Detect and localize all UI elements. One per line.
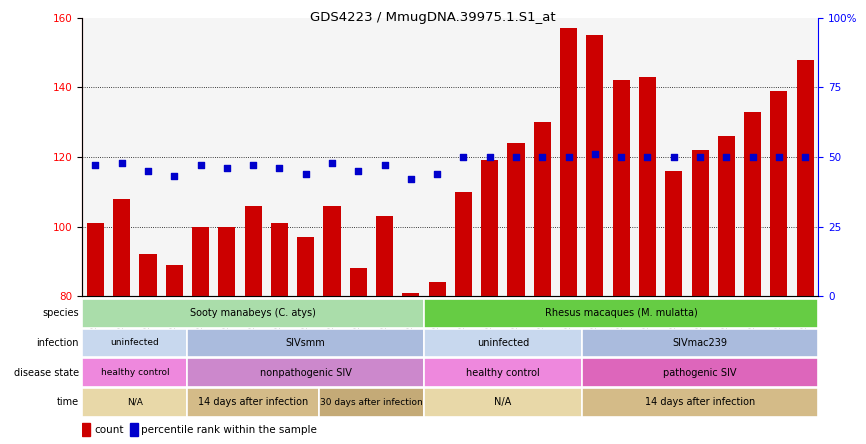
- Bar: [87, 223, 104, 296]
- Bar: [324, 206, 340, 296]
- Point: [167, 173, 181, 180]
- Point: [194, 162, 208, 169]
- Point: [693, 153, 707, 160]
- Point: [535, 153, 549, 160]
- Bar: [82, 388, 187, 417]
- Text: SIVsmm: SIVsmm: [286, 338, 326, 348]
- Bar: [271, 223, 288, 296]
- Point: [430, 170, 444, 177]
- Point: [88, 162, 102, 169]
- Point: [246, 162, 260, 169]
- Text: infection: infection: [36, 338, 79, 348]
- Text: GDS4223 / MmugDNA.39975.1.S1_at: GDS4223 / MmugDNA.39975.1.S1_at: [310, 11, 556, 24]
- Bar: [424, 388, 582, 417]
- Point: [299, 170, 313, 177]
- Bar: [582, 329, 818, 357]
- Text: healthy control: healthy control: [466, 368, 540, 378]
- Point: [562, 153, 576, 160]
- Text: nonpathogenic SIV: nonpathogenic SIV: [260, 368, 352, 378]
- Bar: [165, 265, 183, 296]
- Bar: [319, 388, 424, 417]
- Point: [641, 153, 655, 160]
- Bar: [665, 171, 682, 296]
- Point: [220, 165, 234, 172]
- Point: [746, 153, 759, 160]
- Bar: [507, 143, 525, 296]
- Bar: [718, 136, 735, 296]
- Text: species: species: [42, 308, 79, 318]
- Bar: [560, 28, 577, 296]
- Bar: [771, 91, 787, 296]
- Text: N/A: N/A: [494, 397, 512, 408]
- Point: [798, 153, 812, 160]
- Point: [614, 153, 628, 160]
- Bar: [82, 299, 424, 328]
- Point: [378, 162, 391, 169]
- Bar: [244, 206, 262, 296]
- Text: uninfected: uninfected: [477, 338, 529, 348]
- Bar: [113, 199, 130, 296]
- Text: disease state: disease state: [14, 368, 79, 378]
- Bar: [82, 329, 187, 357]
- Text: percentile rank within the sample: percentile rank within the sample: [141, 424, 317, 435]
- Point: [509, 153, 523, 160]
- Text: count: count: [94, 424, 124, 435]
- Bar: [130, 424, 139, 436]
- Bar: [297, 237, 314, 296]
- Point: [325, 159, 339, 166]
- Bar: [692, 150, 708, 296]
- Bar: [424, 358, 582, 387]
- Bar: [187, 388, 319, 417]
- Text: 14 days after infection: 14 days after infection: [198, 397, 308, 408]
- Bar: [455, 192, 472, 296]
- Bar: [424, 299, 818, 328]
- Point: [273, 165, 287, 172]
- Text: healthy control: healthy control: [100, 368, 169, 377]
- Bar: [82, 424, 90, 436]
- Text: pathogenic SIV: pathogenic SIV: [663, 368, 737, 378]
- Bar: [192, 226, 209, 296]
- Bar: [582, 358, 818, 387]
- Point: [720, 153, 734, 160]
- Point: [115, 159, 129, 166]
- Text: Sooty manabeys (C. atys): Sooty manabeys (C. atys): [191, 308, 316, 318]
- Bar: [586, 35, 604, 296]
- Bar: [612, 80, 630, 296]
- Bar: [139, 254, 157, 296]
- Text: 30 days after infection: 30 days after infection: [320, 398, 423, 407]
- Bar: [424, 329, 582, 357]
- Bar: [350, 268, 367, 296]
- Bar: [533, 122, 551, 296]
- Bar: [218, 226, 236, 296]
- Text: 14 days after infection: 14 days after infection: [645, 397, 755, 408]
- Bar: [582, 388, 818, 417]
- Point: [667, 153, 681, 160]
- Bar: [744, 112, 761, 296]
- Text: Rhesus macaques (M. mulatta): Rhesus macaques (M. mulatta): [545, 308, 698, 318]
- Text: N/A: N/A: [127, 398, 143, 407]
- Bar: [639, 77, 656, 296]
- Bar: [429, 282, 446, 296]
- Point: [352, 167, 365, 174]
- Point: [772, 153, 785, 160]
- Bar: [797, 59, 814, 296]
- Point: [456, 153, 470, 160]
- Bar: [82, 358, 187, 387]
- Text: time: time: [56, 397, 79, 408]
- Point: [588, 151, 602, 158]
- Bar: [403, 293, 419, 296]
- Text: uninfected: uninfected: [111, 338, 159, 348]
- Point: [483, 153, 497, 160]
- Bar: [481, 160, 498, 296]
- Point: [141, 167, 155, 174]
- Bar: [187, 358, 424, 387]
- Point: [404, 176, 417, 183]
- Text: SIVmac239: SIVmac239: [673, 338, 727, 348]
- Bar: [187, 329, 424, 357]
- Bar: [376, 216, 393, 296]
